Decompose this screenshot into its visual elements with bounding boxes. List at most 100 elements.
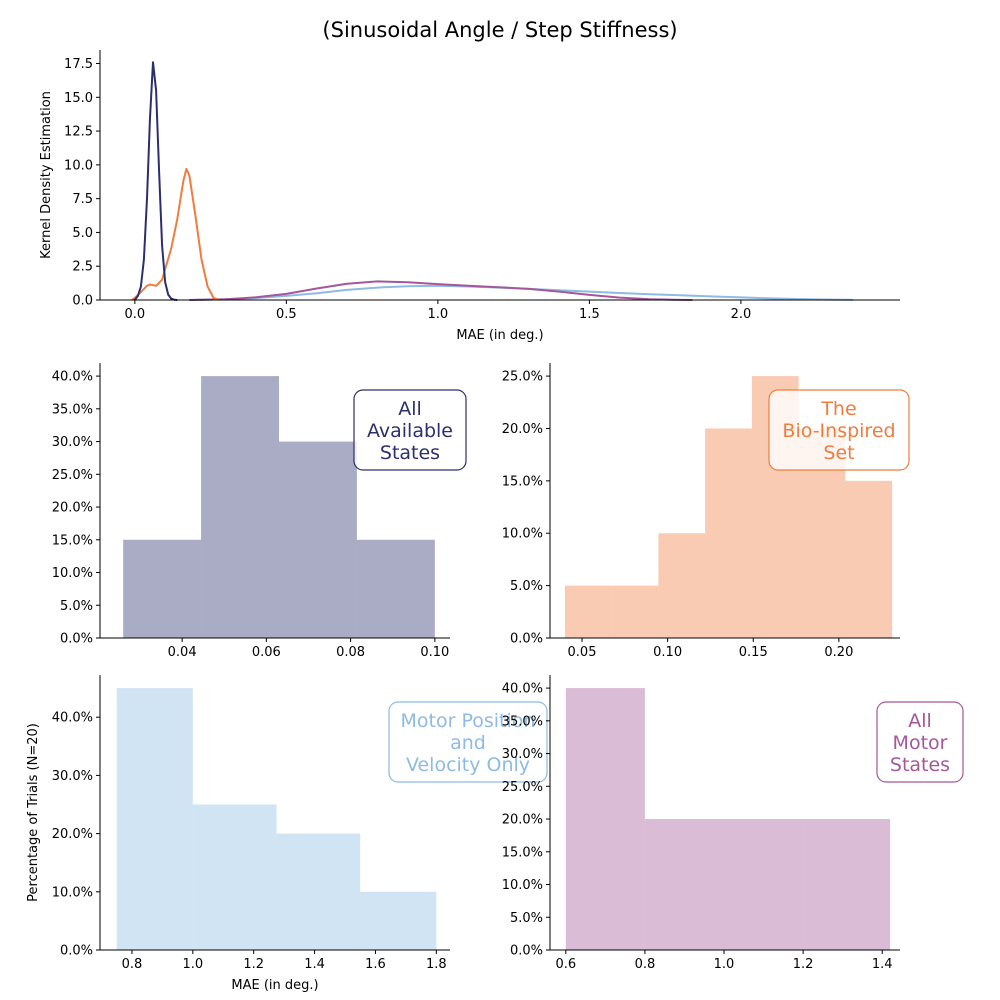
annotation-line: Available [367, 420, 453, 442]
x-tick-label: 0.6 [555, 957, 576, 972]
y-tick-label: 10.0% [502, 527, 543, 542]
x-tick-label: 0.8 [635, 957, 656, 972]
x-tick-label: 1.2 [243, 957, 264, 972]
histogram-bar [705, 428, 752, 638]
annotation-line: All [908, 710, 932, 732]
x-axis-label: MAE (in deg.) [456, 328, 543, 343]
y-tick-label: 15.0% [502, 845, 543, 860]
hist-motor-pos-vel-panel: 0.8 1.0 1.2 1.4 1.6 1.8 0.0% 10.0% 20.0% 30.0% 40.… [26, 675, 548, 993]
y-tick-label: 0.0% [60, 632, 93, 647]
annotation-line: Velocity Only [406, 754, 530, 776]
x-tick-label: 0.10 [653, 645, 682, 660]
histogram-bar [201, 376, 280, 638]
x-tick-label: 0.06 [252, 645, 281, 660]
histogram-bar [644, 819, 725, 950]
histogram-bar [279, 441, 357, 638]
y-tick-label: 30.0% [52, 769, 93, 784]
histogram-bar [611, 585, 659, 638]
y-axis-label: Percentage of Trials (N=20) [26, 723, 41, 902]
histogram-bar [658, 533, 706, 638]
x-tick-label: 1.5 [579, 307, 600, 322]
y-tick-label: 15.0 [64, 91, 93, 106]
x-tick-label: 0.08 [336, 645, 365, 660]
histogram-bar [360, 891, 437, 950]
annotation-line: Bio-Inspired [782, 420, 895, 442]
histogram-bar [356, 539, 435, 638]
x-tick-label: 0.0 [125, 307, 146, 322]
x-tick-label: 1.6 [365, 957, 386, 972]
y-tick-label: 35.0% [502, 714, 543, 729]
histogram-bar [565, 688, 645, 950]
kde-line-bio_inspired [131, 167, 221, 301]
annotation-line: Motor [893, 732, 948, 754]
y-tick-label: 10.0% [502, 878, 543, 893]
hist-all-motor-panel: 0.6 0.8 1.0 1.2 1.4 0.0% 5.0% 10.0% 15.0% 20.0% 25… [502, 675, 964, 972]
x-tick-label: 1.4 [872, 957, 893, 972]
y-tick-label: 5.0% [510, 911, 543, 926]
x-tick-label: 1.8 [426, 957, 447, 972]
y-tick-label: 40.0% [502, 682, 543, 697]
x-tick-label: 0.10 [420, 645, 449, 660]
x-tick-label: 1.0 [714, 957, 735, 972]
y-tick-label: 20.0% [52, 827, 93, 842]
y-tick-label: 0.0% [510, 632, 543, 647]
histogram-bar [116, 688, 193, 950]
y-tick-label: 30.0% [502, 747, 543, 762]
hist-bio-inspired-panel: 0.05 0.10 0.15 0.20 0.0% 5.0% 10.0% 15.0% 20.0% 2… [502, 363, 910, 660]
y-tick-label: 0.0% [510, 944, 543, 959]
annotation-line: and [450, 732, 486, 754]
y-tick-label: 40.0% [52, 370, 93, 385]
annotation-box [388, 701, 548, 783]
y-tick-label: 10.0 [64, 158, 93, 173]
y-tick-label: 0.0% [60, 944, 93, 959]
histogram-bar [724, 819, 804, 950]
y-tick-label: 5.0% [60, 599, 93, 614]
histogram-bar [564, 585, 612, 638]
kde-line-all_motor [189, 280, 693, 301]
x-tick-label: 1.0 [428, 307, 449, 322]
hist-all-states-panel: 0.04 0.06 0.08 0.10 0.0% 5.0% 10.0% 15.0% 20.0% 2… [52, 363, 467, 660]
y-tick-label: 0.0 [72, 294, 93, 309]
x-tick-label: 1.0 [182, 957, 203, 972]
histogram-bar [276, 833, 361, 950]
x-tick-label: 1.4 [304, 957, 325, 972]
y-tick-label: 5.0% [510, 579, 543, 594]
y-tick-label: 20.0% [502, 422, 543, 437]
x-tick-label: 0.20 [824, 645, 853, 660]
y-tick-label: 17.5 [64, 57, 93, 72]
annotation-line: All [398, 398, 422, 420]
y-tick-label: 15.0% [52, 533, 93, 548]
figure-title: (Sinusoidal Angle / Step Stiffness) [322, 18, 677, 42]
y-tick-label: 40.0% [52, 711, 93, 726]
y-tick-label: 5.0 [72, 226, 93, 241]
y-tick-label: 25.0% [502, 370, 543, 385]
y-tick-label: 10.0% [52, 885, 93, 900]
y-tick-label: 2.5 [72, 260, 93, 275]
kde-panel: 0.0 0.5 1.0 1.5 2.0 0.0 2.5 5.0 7.5 10.0 12.5 15.0 1… [39, 50, 900, 343]
y-tick-label: 25.0% [52, 468, 93, 483]
x-tick-label: 0.15 [739, 645, 768, 660]
x-tick-label: 0.05 [568, 645, 597, 660]
annotation-line: The [820, 398, 856, 420]
y-tick-label: 20.0% [502, 813, 543, 828]
annotation-box [353, 389, 467, 471]
annotation-line: States [380, 442, 440, 464]
annotation-box [768, 389, 910, 471]
histogram-bar [803, 819, 891, 950]
y-tick-label: 7.5 [72, 192, 93, 207]
x-tick-label: 0.04 [168, 645, 197, 660]
y-tick-label: 20.0% [52, 501, 93, 516]
y-tick-label: 10.0% [52, 566, 93, 581]
histogram-bar [123, 539, 202, 638]
y-tick-label: 12.5 [64, 125, 93, 140]
x-tick-label: 1.2 [793, 957, 814, 972]
x-tick-label: 0.8 [122, 957, 143, 972]
annotation-line: Set [823, 442, 854, 464]
x-tick-label: 2.0 [731, 307, 752, 322]
x-axis-label: MAE (in deg.) [231, 978, 318, 993]
y-axis-label: Kernel Density Estimation [39, 91, 54, 259]
annotation-line: Motor Position [401, 710, 536, 732]
histogram-bar [845, 480, 893, 638]
kde-line-all_states [134, 61, 178, 301]
